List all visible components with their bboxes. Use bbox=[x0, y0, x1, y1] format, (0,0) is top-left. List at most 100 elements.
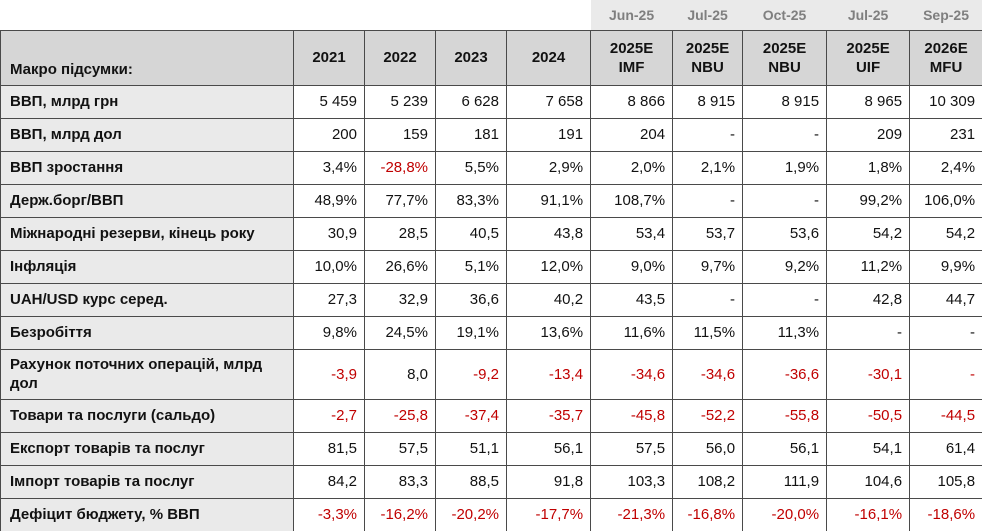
forecast-date: Jun-25 bbox=[590, 0, 673, 30]
value-cell: 5 239 bbox=[364, 84, 436, 119]
value-cell: -2,7 bbox=[293, 398, 365, 433]
value-cell: 54,2 bbox=[909, 216, 982, 251]
forecast-date: Jul-25 bbox=[826, 0, 910, 30]
value-cell: 57,5 bbox=[590, 431, 674, 466]
value-cell: 111,9 bbox=[742, 464, 828, 499]
value-cell: 88,5 bbox=[435, 464, 507, 499]
value-cell: -3,3% bbox=[293, 497, 365, 531]
value-cell: -18,6% bbox=[909, 497, 982, 531]
value-cell: 5 459 bbox=[293, 84, 365, 119]
value-cell: - bbox=[672, 183, 744, 218]
value-cell: 42,8 bbox=[826, 282, 911, 317]
table-row: ВВП, млрд дол 200 159 181 191 204- -209 231 bbox=[0, 117, 982, 152]
forecast-date-row: Jun-25 Jul-25 Oct-25 Jul-25 Sep-25 bbox=[0, 0, 982, 30]
table-row: Товари та послуги (сальдо) -2,7 -25,8 -37,… bbox=[0, 398, 982, 433]
forecast-source: IMF bbox=[618, 58, 645, 76]
value-cell: 36,6 bbox=[435, 282, 507, 317]
value-cell: 11,6% bbox=[590, 315, 674, 350]
column-header-year: 2022 bbox=[364, 29, 436, 86]
value-cell: 209 bbox=[826, 117, 911, 152]
row-label: Імпорт товарів та послуг bbox=[0, 464, 294, 499]
value-cell: 9,8% bbox=[293, 315, 365, 350]
row-label: UAH/USD курс серед. bbox=[0, 282, 294, 317]
value-cell: 56,1 bbox=[742, 431, 828, 466]
column-header-forecast: 2025E UIF bbox=[826, 29, 911, 86]
value-cell: -16,1% bbox=[826, 497, 911, 531]
value-cell: - bbox=[742, 183, 828, 218]
table-row: Міжнародні резерви, кінець року 30,9 28,5… bbox=[0, 216, 982, 251]
value-cell: 108,2 bbox=[672, 464, 744, 499]
value-cell: 54,1 bbox=[826, 431, 911, 466]
table-row: UAH/USD курс серед. 27,3 32,9 36,6 40,2 43,5… bbox=[0, 282, 982, 317]
value-cell: 8 866 bbox=[590, 84, 674, 119]
value-cell: 5,1% bbox=[435, 249, 507, 284]
value-cell: -13,4 bbox=[505, 348, 592, 400]
table-row: Інфляція 10,0% 26,6% 5,1% 12,0% 9,0% 9,7% 9,2%… bbox=[0, 249, 982, 284]
value-cell: 8 965 bbox=[826, 84, 911, 119]
row-label: Інфляція bbox=[0, 249, 294, 284]
value-cell: 48,9% bbox=[293, 183, 365, 218]
value-cell: -50,5 bbox=[826, 398, 911, 433]
column-header-forecast: 2026E MFU bbox=[909, 29, 982, 86]
table-row: Дефіцит бюджету, % ВВП -3,3% -16,2% -20,2%… bbox=[0, 497, 982, 531]
value-cell: -9,2 bbox=[435, 348, 507, 400]
value-cell: 103,3 bbox=[590, 464, 674, 499]
value-cell: 83,3% bbox=[435, 183, 507, 218]
value-cell: 32,9 bbox=[364, 282, 436, 317]
value-cell: 24,5% bbox=[364, 315, 436, 350]
table-row: ВВП, млрд грн 5 459 5 239 6 628 7 658 8 866 8… bbox=[0, 84, 982, 119]
value-cell: 1,8% bbox=[826, 150, 911, 185]
value-cell: -45,8 bbox=[590, 398, 674, 433]
row-label: ВВП, млрд дол bbox=[0, 117, 294, 152]
row-label: Експорт товарів та послуг bbox=[0, 431, 294, 466]
value-cell: -44,5 bbox=[909, 398, 982, 433]
value-cell: 91,8 bbox=[505, 464, 592, 499]
column-header-forecast: 2025E NBU bbox=[672, 29, 744, 86]
value-cell: 191 bbox=[505, 117, 592, 152]
value-cell: 30,9 bbox=[293, 216, 365, 251]
value-cell: 43,8 bbox=[505, 216, 592, 251]
value-cell: -34,6 bbox=[590, 348, 674, 400]
forecast-source: NBU bbox=[768, 58, 801, 76]
value-cell: - bbox=[672, 117, 744, 152]
value-cell: 54,2 bbox=[826, 216, 911, 251]
value-cell: 2,1% bbox=[672, 150, 744, 185]
value-cell: 53,7 bbox=[672, 216, 744, 251]
value-cell: 91,1% bbox=[505, 183, 592, 218]
value-cell: 10,0% bbox=[293, 249, 365, 284]
value-cell: -55,8 bbox=[742, 398, 828, 433]
value-cell: 12,0% bbox=[505, 249, 592, 284]
value-cell: - bbox=[909, 348, 982, 400]
value-cell: 40,2 bbox=[505, 282, 592, 317]
value-cell: 44,7 bbox=[909, 282, 982, 317]
value-cell: 11,3% bbox=[742, 315, 828, 350]
row-label: Міжнародні резерви, кінець року bbox=[0, 216, 294, 251]
value-cell: 181 bbox=[435, 117, 507, 152]
value-cell: 40,5 bbox=[435, 216, 507, 251]
value-cell: 51,1 bbox=[435, 431, 507, 466]
value-cell: 105,8 bbox=[909, 464, 982, 499]
row-label: Держ.борг/ВВП bbox=[0, 183, 294, 218]
value-cell: -30,1 bbox=[826, 348, 911, 400]
value-cell: 99,2% bbox=[826, 183, 911, 218]
row-label: ВВП, млрд грн bbox=[0, 84, 294, 119]
value-cell: 231 bbox=[909, 117, 982, 152]
value-cell: 2,4% bbox=[909, 150, 982, 185]
value-cell: 57,5 bbox=[364, 431, 436, 466]
row-label: Товари та послуги (сальдо) bbox=[0, 398, 294, 433]
value-cell: - bbox=[742, 282, 828, 317]
value-cell: -36,6 bbox=[742, 348, 828, 400]
table-row: ВВП зростання 3,4% -28,8% 5,5% 2,9% 2,0% 2,1%… bbox=[0, 150, 982, 185]
forecast-source: MFU bbox=[929, 58, 963, 76]
value-cell: 26,6% bbox=[364, 249, 436, 284]
forecast-source: NBU bbox=[691, 58, 724, 76]
value-cell: 8,0 bbox=[364, 348, 436, 400]
table-title: Макро підсумки: bbox=[0, 29, 294, 86]
row-label: ВВП зростання bbox=[0, 150, 294, 185]
value-cell: - bbox=[909, 315, 982, 350]
row-label: Рахунок поточних операцій, млрд дол bbox=[0, 348, 294, 400]
value-cell: 159 bbox=[364, 117, 436, 152]
value-cell: 2,9% bbox=[505, 150, 592, 185]
